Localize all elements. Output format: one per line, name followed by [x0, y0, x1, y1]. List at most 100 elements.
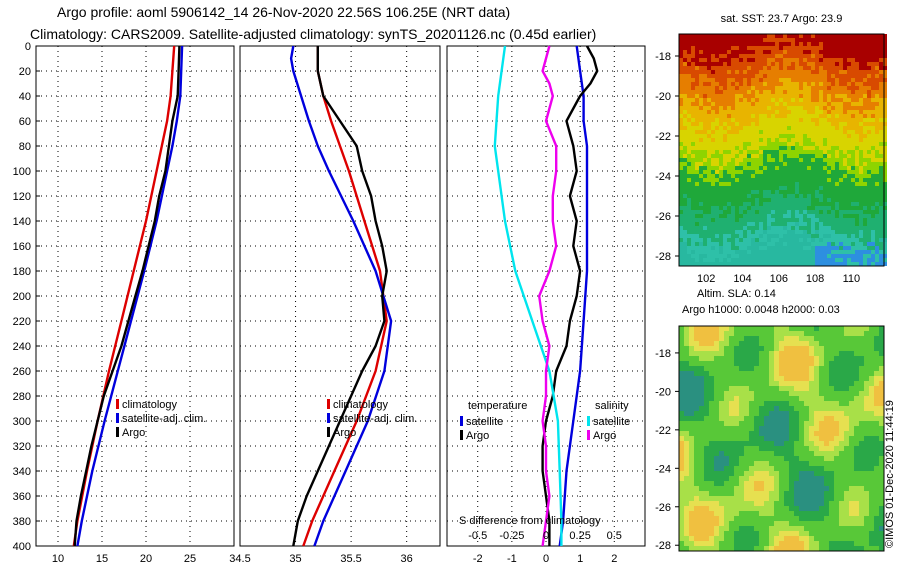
- sla-map-cell: [724, 521, 729, 526]
- sla-map-cell: [699, 456, 704, 461]
- sst-map-cell: [859, 182, 863, 186]
- sst-map-cell: [871, 106, 875, 110]
- sst-map-cell: [699, 242, 703, 246]
- sst-map-cell: [863, 94, 867, 98]
- sst-map-cell: [807, 78, 811, 82]
- sst-map-cell: [819, 198, 823, 202]
- sst-map-cell: [875, 94, 879, 98]
- sla-map-cell: [799, 441, 804, 446]
- sst-map-cell: [691, 66, 695, 70]
- sst-map-cell: [871, 234, 875, 238]
- sst-map-cell: [819, 90, 823, 94]
- sst-map-cell: [883, 98, 887, 102]
- sla-map-cell: [709, 451, 714, 456]
- sst-map-cell: [679, 58, 683, 62]
- sla-map-cell: [784, 486, 789, 491]
- sla-map-cell: [764, 431, 769, 436]
- sst-map-cell: [743, 50, 747, 54]
- sst-map-cell: [703, 130, 707, 134]
- sst-map-cell: [823, 154, 827, 158]
- sla-map-cell: [879, 346, 884, 351]
- sla-map-cell: [689, 351, 694, 356]
- sst-map-cell: [883, 134, 887, 138]
- sst-map-cell: [767, 122, 771, 126]
- sst-map-cell: [759, 54, 763, 58]
- sla-map-cell: [734, 506, 739, 511]
- sst-map-cell: [783, 142, 787, 146]
- sst-map-cell: [831, 238, 835, 242]
- sst-map-cell: [799, 178, 803, 182]
- sla-map-cell: [799, 421, 804, 426]
- sst-map-cell: [875, 242, 879, 246]
- sst-map-cell: [863, 150, 867, 154]
- sst-map-cell: [835, 210, 839, 214]
- sst-map-cell: [727, 230, 731, 234]
- sst-map-cell: [819, 210, 823, 214]
- sst-map-cell: [827, 118, 831, 122]
- sst-map-cell: [735, 218, 739, 222]
- sla-map-cell: [774, 466, 779, 471]
- sst-map-cell: [815, 74, 819, 78]
- sla-map-cell: [679, 436, 684, 441]
- sst-map-cell: [771, 106, 775, 110]
- sst-map-cell: [687, 50, 691, 54]
- sst-map-cell: [731, 54, 735, 58]
- x-tick-label: 0: [543, 553, 549, 565]
- sla-map-cell: [774, 496, 779, 501]
- sst-map-cell: [799, 46, 803, 50]
- sst-map-cell: [783, 146, 787, 150]
- sst-map-cell: [755, 230, 759, 234]
- sla-map-cell: [704, 441, 709, 446]
- sla-map-cell: [739, 341, 744, 346]
- depth-tick-label: 80: [19, 141, 31, 153]
- sla-map-cell: [734, 391, 739, 396]
- sst-map-cell: [679, 250, 683, 254]
- sla-map-cell: [684, 516, 689, 521]
- sla-map-cell: [724, 531, 729, 536]
- sla-map-cell: [874, 521, 879, 526]
- sla-map-cell: [729, 541, 734, 546]
- sst-map-cell: [843, 46, 847, 50]
- sst-map-cell: [687, 254, 691, 258]
- sla-map-cell: [724, 396, 729, 401]
- sst-lat-label: -26: [655, 211, 671, 223]
- sla-map-cell: [789, 446, 794, 451]
- sst-map-cell: [795, 154, 799, 158]
- sla-map-cell: [784, 396, 789, 401]
- sst-map-cell: [679, 78, 683, 82]
- sla-map-cell: [784, 416, 789, 421]
- sst-map-cell: [775, 62, 779, 66]
- sla-map-cell: [764, 421, 769, 426]
- sla-map-cell: [804, 516, 809, 521]
- sla-map-cell: [854, 511, 859, 516]
- sla-map-cell: [744, 346, 749, 351]
- sla-map-cell: [844, 416, 849, 421]
- sst-map-cell: [807, 46, 811, 50]
- sst-map-cell: [875, 102, 879, 106]
- sla-map-cell: [779, 396, 784, 401]
- sst-map-cell: [755, 142, 759, 146]
- sla-map-cell: [749, 451, 754, 456]
- sla-map-cell: [869, 386, 874, 391]
- sst-map-cell: [811, 242, 815, 246]
- sla-map-cell: [749, 466, 754, 471]
- sst-map-cell: [859, 94, 863, 98]
- sst-map-cell: [827, 214, 831, 218]
- sst-map-cell: [831, 210, 835, 214]
- sla-map-cell: [759, 336, 764, 341]
- sst-map-cell: [803, 162, 807, 166]
- sst-map-cell: [747, 186, 751, 190]
- sla-map-cell: [769, 506, 774, 511]
- sst-map-cell: [803, 194, 807, 198]
- sla-map-cell: [709, 406, 714, 411]
- sst-map-cell: [695, 138, 699, 142]
- sst-map-cell: [839, 234, 843, 238]
- sst-map-cell: [771, 254, 775, 258]
- sla-map-cell: [724, 511, 729, 516]
- sst-map-cell: [755, 194, 759, 198]
- sst-map-cell: [779, 130, 783, 134]
- sla-map-cell: [839, 426, 844, 431]
- sla-map-cell: [789, 461, 794, 466]
- sla-map-cell: [689, 376, 694, 381]
- sla-map-cell: [864, 411, 869, 416]
